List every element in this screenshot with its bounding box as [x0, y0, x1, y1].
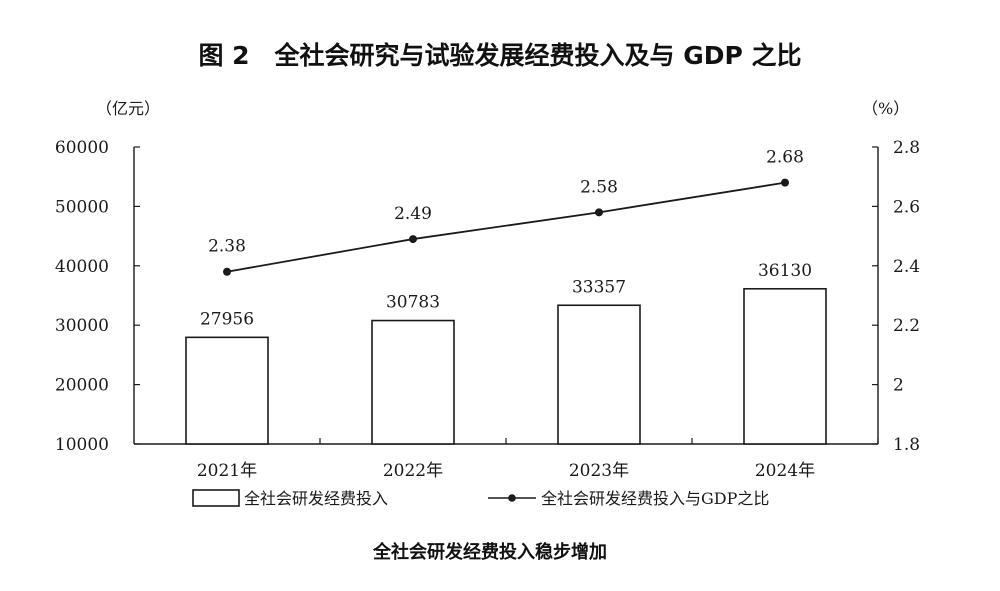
bar-data-label: 36130: [758, 261, 812, 281]
chart-title: 图 2 全社会研究与试验发展经费投入及与 GDP 之比: [198, 41, 801, 70]
right-axis-tick-label: 1.8: [893, 435, 920, 455]
right-axis-tick-label: 2.4: [893, 257, 920, 277]
left-axis-tick-label: 60000: [55, 138, 109, 158]
ratio-point: [781, 178, 789, 187]
ratio-data-label: 2.38: [208, 237, 246, 257]
legend-bar-label: 全社会研发经费投入: [244, 489, 388, 508]
ratio-data-label: 2.49: [394, 204, 432, 224]
right-axis-unit: （%）: [862, 99, 909, 118]
x-axis-tick-label: 2022年: [383, 461, 443, 481]
bar: [557, 304, 641, 445]
legend: 全社会研发经费投入 全社会研发经费投入与GDP之比: [192, 489, 769, 508]
ratio-point: [223, 267, 231, 276]
left-axis-tick-label: 30000: [55, 316, 109, 336]
left-axis-unit: （亿元）: [96, 99, 160, 118]
right-axis-tick-label: 2.6: [893, 197, 920, 217]
bar-data-label: 27956: [200, 309, 254, 329]
right-axis-tick-label: 2: [893, 376, 904, 396]
ratio-point: [595, 208, 603, 217]
legend-line-marker: [508, 494, 516, 502]
left-axis-tick-label: 20000: [55, 376, 109, 396]
bar: [185, 336, 269, 445]
chart-caption: 全社会研发经费投入稳步增加: [372, 541, 607, 563]
ratio-data-label: 2.58: [580, 177, 618, 197]
bar: [371, 319, 455, 445]
legend-line-label: 全社会研发经费投入与GDP之比: [541, 489, 769, 508]
right-axis-tick-label: 2.8: [893, 138, 920, 158]
bar: [743, 287, 827, 445]
bar-data-label: 30783: [386, 293, 440, 313]
left-axis-tick-label: 40000: [55, 257, 109, 277]
right-axis-tick-label: 2.2: [893, 316, 920, 336]
ratio-point: [409, 235, 417, 244]
left-axis-tick-label: 10000: [55, 435, 109, 455]
ratio-line: [226, 181, 786, 273]
plot-area: 10000 20000 30000 40000 50000 60000 1.8 2 2.2 2.4…: [55, 138, 920, 481]
bar-data-label: 33357: [572, 277, 626, 297]
x-axis-tick-label: 2024年: [755, 461, 815, 481]
left-axis-tick-label: 50000: [55, 197, 109, 217]
x-axis-tick-label: 2021年: [197, 461, 257, 481]
legend-bar-swatch: [192, 489, 240, 507]
x-axis-tick-label: 2023年: [569, 461, 629, 481]
ratio-data-label: 2.68: [766, 148, 804, 168]
